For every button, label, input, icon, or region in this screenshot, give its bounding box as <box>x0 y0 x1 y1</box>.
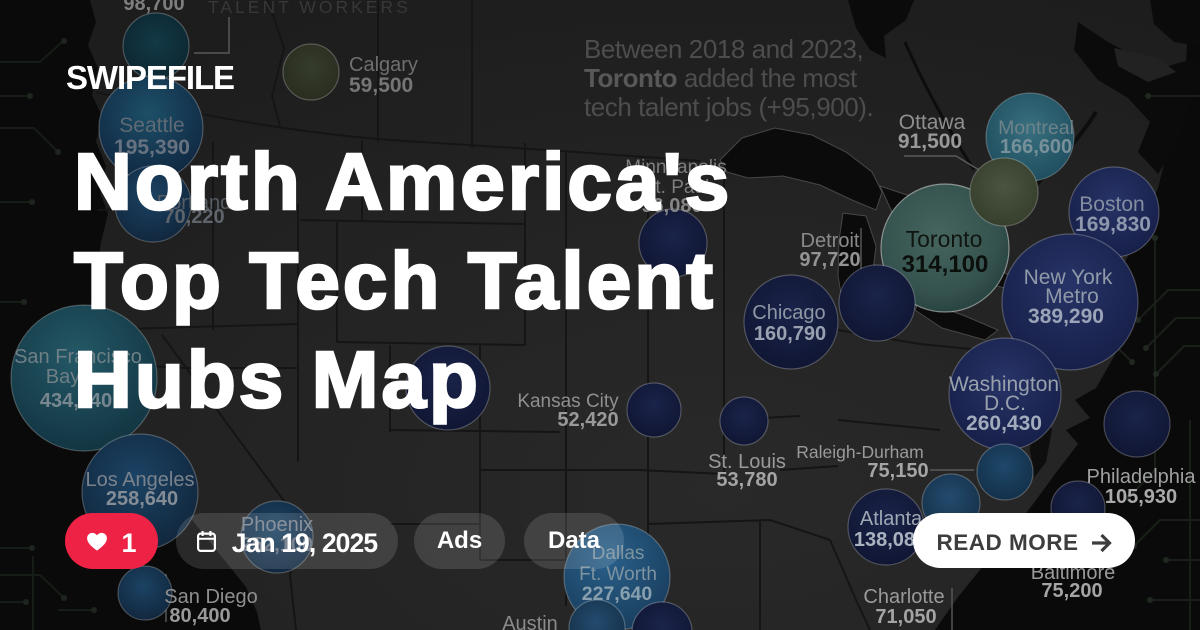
svg-text:Kansas City: Kansas City <box>517 391 619 412</box>
svg-text:Washington: Washington <box>949 373 1059 396</box>
svg-text:389,290: 389,290 <box>1028 305 1104 328</box>
svg-text:Portland: Portland <box>157 192 232 214</box>
svg-text:Metro: Metro <box>1045 285 1099 308</box>
svg-text:San Francisco: San Francisco <box>14 346 142 368</box>
svg-text:Boston: Boston <box>1079 193 1144 216</box>
svg-text:Charlotte: Charlotte <box>863 586 944 608</box>
svg-text:52,420: 52,420 <box>557 409 618 431</box>
svg-text:314,100: 314,100 <box>902 251 989 278</box>
svg-text:71,050: 71,050 <box>875 606 936 628</box>
svg-text:98,700: 98,700 <box>123 0 184 15</box>
svg-text:160,790: 160,790 <box>754 323 826 345</box>
svg-text:166,600: 166,600 <box>1000 136 1072 158</box>
svg-text:75,200: 75,200 <box>1041 580 1102 602</box>
svg-text:Chicago: Chicago <box>752 302 825 324</box>
svg-text:Raleigh-Durham: Raleigh-Durham <box>796 442 923 462</box>
svg-text:70,220: 70,220 <box>163 206 224 228</box>
svg-text:260,430: 260,430 <box>966 412 1042 435</box>
svg-text:Dallas: Dallas <box>592 543 645 564</box>
svg-text:San Diego: San Diego <box>164 586 257 608</box>
svg-text:80,400: 80,400 <box>169 605 230 627</box>
svg-text:Toronto: Toronto <box>906 226 983 252</box>
svg-text:138,080: 138,080 <box>854 529 926 551</box>
svg-text:252,100: 252,100 <box>241 534 313 556</box>
svg-text:Ottawa: Ottawa <box>899 111 966 134</box>
svg-text:Philadelphia: Philadelphia <box>1087 466 1197 488</box>
svg-text:105,930: 105,930 <box>1105 486 1177 508</box>
svg-text:Ft. Worth: Ft. Worth <box>579 564 657 585</box>
svg-text:75,150: 75,150 <box>867 460 928 482</box>
svg-text:Minneapolis: Minneapolis <box>625 157 726 178</box>
svg-text:434,740: 434,740 <box>40 390 112 412</box>
svg-text:53,780: 53,780 <box>716 469 777 491</box>
svg-text:227,640: 227,640 <box>582 583 653 605</box>
svg-text:Detroit: Detroit <box>801 230 860 252</box>
svg-text:91,500: 91,500 <box>898 130 962 153</box>
svg-text:Montreal: Montreal <box>998 117 1074 139</box>
svg-text:Bay: Bay <box>46 366 80 388</box>
svg-text:D.C.: D.C. <box>984 392 1026 415</box>
svg-text:Calgary: Calgary <box>349 54 418 76</box>
svg-text:TALENT WORKERS: TALENT WORKERS <box>208 0 411 17</box>
svg-text:Seattle: Seattle <box>119 114 184 137</box>
svg-text:Atlanta: Atlanta <box>860 508 923 530</box>
svg-text:195,390: 195,390 <box>114 136 190 159</box>
svg-text:258,640: 258,640 <box>106 488 178 510</box>
svg-text:97,720: 97,720 <box>799 249 860 271</box>
svg-text:Los Angeles: Los Angeles <box>86 469 195 491</box>
svg-text:Austin: Austin <box>502 613 558 630</box>
svg-text:96,080: 96,080 <box>641 195 702 217</box>
svg-text:Phoenix: Phoenix <box>241 514 313 536</box>
svg-text:St. Paul: St. Paul <box>643 177 710 198</box>
svg-text:59,500: 59,500 <box>349 74 413 97</box>
svg-text:St. Louis: St. Louis <box>708 451 786 473</box>
svg-text:169,830: 169,830 <box>1075 213 1151 236</box>
svg-text:New York: New York <box>1024 266 1113 289</box>
